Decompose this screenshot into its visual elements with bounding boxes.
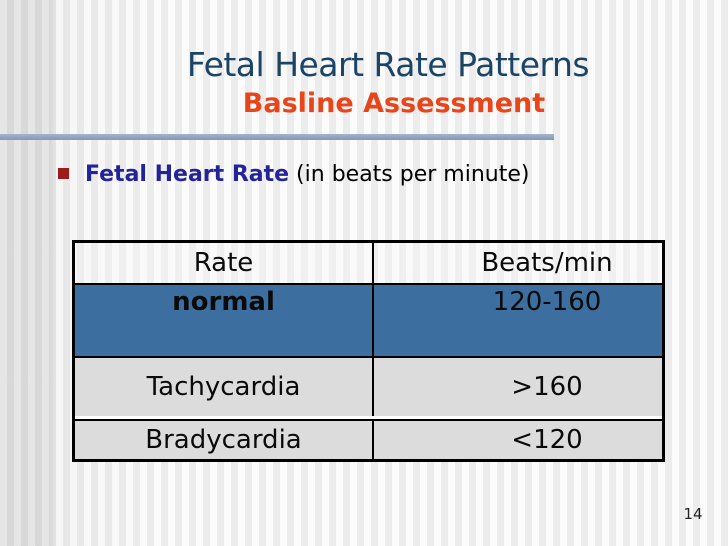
table-row-bradycardia: Bradycardia <120 — [75, 419, 662, 459]
table-cell-rate: normal — [75, 285, 374, 356]
bullet-rest-text: (in beats per minute) — [289, 162, 530, 187]
table-cell-rate: Tachycardia — [75, 358, 374, 416]
table-header-rate: Rate — [75, 243, 374, 283]
table-header-row: Rate Beats/min — [75, 243, 662, 285]
slide-subtitle: Basline Assessment — [242, 88, 546, 119]
bullet-item: Fetal Heart Rate (in beats per minute) — [58, 161, 708, 188]
table-cell-beats: <120 — [511, 425, 583, 455]
table-row-normal: normal 120-160 — [75, 285, 662, 358]
table-cell-beats: >160 — [511, 372, 583, 402]
table-header-beats: Beats/min — [481, 248, 613, 278]
fhr-table: Rate Beats/min normal 120-160 Tachycardi… — [72, 240, 665, 462]
bullet-text: Fetal Heart Rate (in beats per minute) — [85, 161, 529, 188]
bullet-square-icon — [58, 168, 69, 179]
table-cell-rate: Bradycardia — [75, 421, 374, 459]
table-row-tachycardia: Tachycardia >160 — [75, 358, 662, 419]
page-number: 14 — [683, 505, 703, 523]
bullet-lead-text: Fetal Heart Rate — [85, 162, 290, 187]
slide-title: Fetal Heart Rate Patterns — [186, 45, 590, 84]
table-cell-beats: 120-160 — [492, 287, 602, 317]
title-divider-line — [0, 134, 554, 140]
